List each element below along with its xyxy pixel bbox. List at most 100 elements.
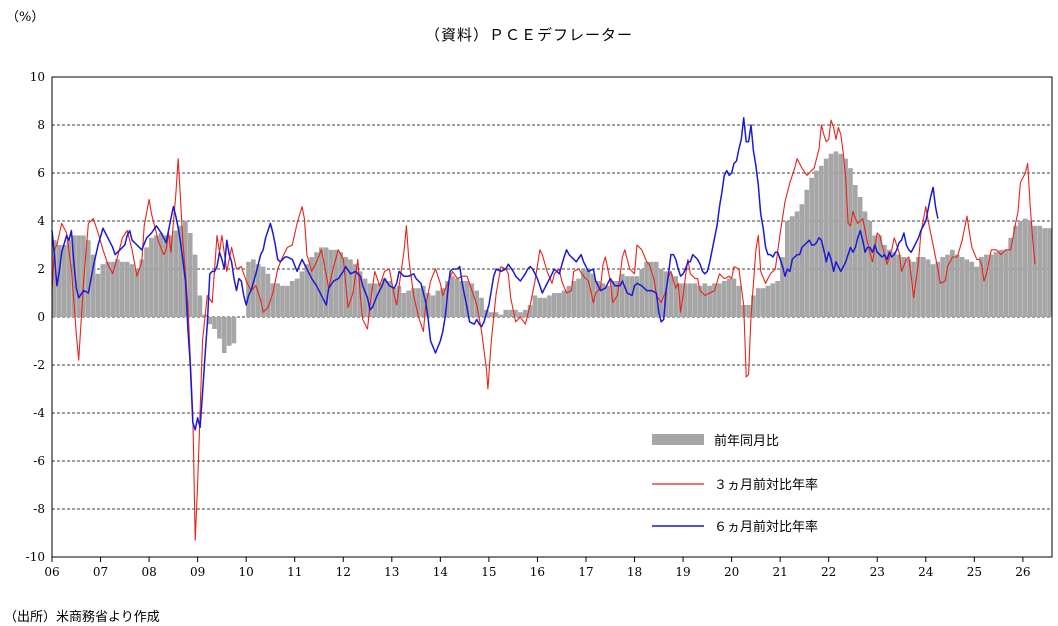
yoy-bar: [527, 305, 533, 317]
yoy-bar: [1008, 237, 1013, 317]
yoy-bar: [386, 281, 392, 317]
yoy-bar: [260, 266, 266, 317]
yoy-bar: [678, 283, 683, 317]
yoy-bar: [721, 281, 727, 317]
yoy-bar: [105, 261, 111, 317]
yoy-bar: [318, 247, 324, 317]
y-tick-label: -2: [33, 358, 45, 372]
yoy-bar: [891, 252, 897, 317]
y-tick-label: 2: [37, 262, 45, 276]
yoy-bar: [901, 257, 907, 317]
yoy-bar: [187, 233, 193, 317]
yoy-bar: [168, 235, 174, 317]
yoy-bar: [872, 235, 878, 317]
yoy-bar: [877, 235, 882, 317]
y-tick-label: 10: [30, 70, 45, 84]
yoy-bar: [420, 285, 426, 317]
yoy-bar: [561, 290, 567, 317]
yoy-bar: [265, 273, 271, 317]
yoy-bar: [629, 276, 635, 317]
yoy-bar: [789, 216, 795, 317]
y-axis-unit-label: （%）: [6, 10, 45, 25]
yoy-bar: [852, 185, 858, 317]
yoy-bar: [673, 276, 679, 317]
yoy-bar: [619, 273, 625, 317]
yoy-bar: [556, 293, 562, 317]
yoy-bar: [760, 288, 766, 317]
yoy-bar: [940, 257, 945, 317]
yoy-bar: [464, 281, 470, 317]
yoy-bar: [275, 283, 280, 317]
yoy-bar: [197, 295, 203, 317]
yoy-bar: [508, 309, 513, 317]
yoy-bar: [809, 177, 814, 317]
yoy-bar: [522, 309, 528, 317]
yoy-bar: [362, 278, 368, 317]
yoy-bar: [401, 293, 407, 317]
yoy-bar: [115, 259, 120, 317]
yoy-bar: [552, 293, 557, 317]
yoy-bar: [52, 240, 57, 317]
yoy-bar: [1037, 225, 1043, 317]
yoy-bar: [649, 261, 654, 317]
x-tick-label: 09: [190, 565, 205, 579]
yoy-bar: [930, 264, 936, 317]
legend-label-yoy: 前年同月比: [714, 433, 779, 449]
yoy-bar: [751, 295, 756, 317]
chart-title: （資料）ＰＣＥデフレーター: [424, 26, 633, 44]
yoy-bar: [139, 259, 145, 317]
yoy-bar: [498, 314, 504, 317]
yoy-bar: [746, 305, 751, 317]
yoy-bar: [217, 317, 222, 339]
yoy-bar: [425, 293, 431, 317]
x-tick-label: 19: [675, 565, 690, 579]
yoy-bar: [959, 257, 965, 317]
yoy-bar: [488, 312, 494, 317]
yoy-bar: [56, 245, 62, 317]
yoy-bar: [1018, 221, 1023, 317]
x-tick-label: 07: [93, 565, 108, 579]
yoy-bars: [52, 151, 1052, 353]
yoy-bar: [993, 252, 999, 317]
yoy-bar: [828, 153, 834, 317]
yoy-bar: [1022, 218, 1028, 317]
yoy-bar: [518, 312, 523, 317]
yoy-bar: [396, 285, 402, 317]
yoy-bar: [348, 259, 353, 317]
yoy-bar: [285, 285, 290, 317]
yoy-bar: [246, 261, 251, 317]
yoy-bar: [547, 295, 552, 317]
y-tick-label: -8: [33, 502, 45, 516]
yoy-bar: [658, 269, 664, 317]
yoy-bar: [212, 317, 217, 329]
yoy-bar: [624, 276, 630, 317]
yoy-bar: [590, 273, 596, 317]
yoy-bar: [294, 278, 300, 317]
yoy-bar: [406, 290, 412, 317]
yoy-bar: [352, 264, 358, 317]
yoy-bar: [479, 297, 484, 317]
yoy-bar: [289, 281, 295, 317]
legend: 前年同月比 ３ヵ月前対比年率 ６ヵ月前対比年率: [652, 433, 818, 535]
yoy-bar: [124, 261, 130, 317]
x-tick-label: 21: [773, 565, 788, 579]
yoy-bar: [882, 245, 887, 317]
yoy-bar: [66, 240, 72, 317]
y-tick-label: -4: [33, 406, 45, 420]
x-tick-label: 20: [724, 565, 739, 579]
x-tick-label: 18: [627, 565, 642, 579]
yoy-bar: [697, 285, 703, 317]
x-tick-label: 12: [336, 565, 351, 579]
yoy-bar: [702, 283, 708, 317]
yoy-bar: [416, 288, 421, 317]
x-tick-label: 25: [967, 565, 982, 579]
yoy-bar: [338, 252, 344, 317]
yoy-bar: [110, 261, 115, 317]
yoy-bar: [430, 295, 436, 317]
yoy-bar: [998, 249, 1004, 317]
yoy-bar: [571, 281, 577, 317]
yoy-bar: [333, 249, 339, 317]
yoy-bar: [1047, 228, 1052, 317]
six-month-annualized-line: [51, 117, 939, 431]
